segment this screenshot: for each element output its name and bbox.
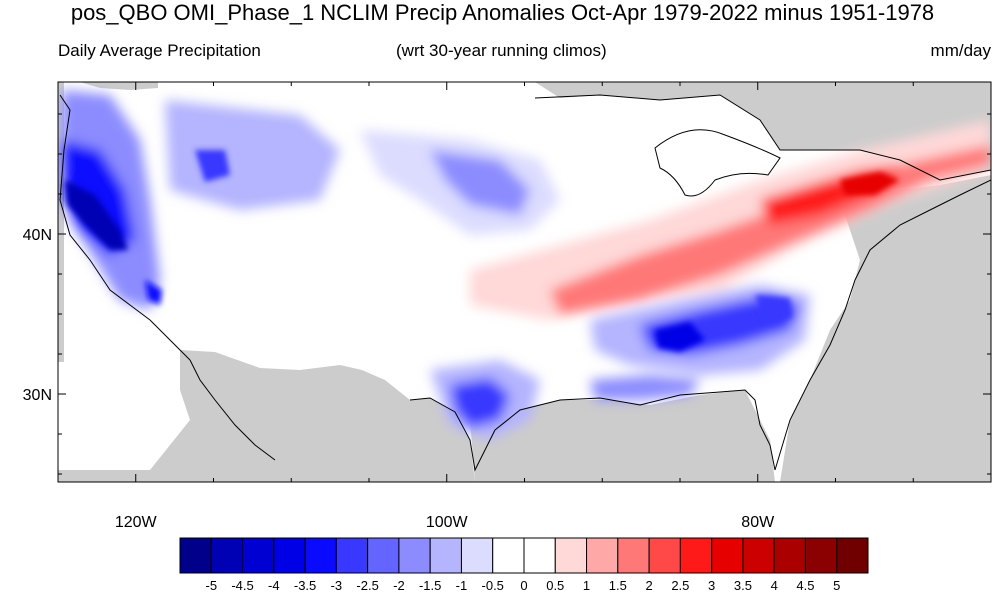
colorbar-label: -0.5 [482,578,504,593]
mexico-missing [58,350,475,482]
colorbar-box [273,537,306,574]
colorbar-box [554,537,588,574]
california-core-dry [65,180,128,250]
colorbar-box [460,537,494,574]
colorbar-box [335,537,369,574]
left-subtitle: Daily Average Precipitation [58,41,261,60]
map-panel [58,82,991,482]
colorbar-box [398,537,431,574]
axis-ticks [57,82,992,482]
northern-rockies-dry [165,100,340,210]
colorbar-label: 2 [645,578,652,593]
colorbar-box [711,537,744,574]
colorbar-box [367,537,400,574]
gulf-coastline [409,389,776,472]
carolina-core-dry [755,295,792,322]
pacific-coastline [59,94,191,361]
idaho-core-dry [195,150,230,182]
colorbar-label: 0 [520,578,527,593]
colorbar-label: 0.5 [546,578,564,593]
colorbar-box [679,537,713,574]
colorbar-label: 4.5 [796,578,814,593]
colorbar-box [617,537,650,574]
sierra-core-dry [145,280,162,305]
canada-west-missing [60,82,158,90]
atlantic-missing [780,175,991,482]
lon-label: 120W [115,514,158,531]
plot-title: pos_QBO OMI_Phase_1 NCLIM Precip Anomali… [70,0,935,25]
colorbar-box [836,537,869,574]
baja-coastline [189,359,276,461]
gulf-coast-dry [590,375,700,400]
canada-border-east [534,94,991,181]
colorbar-label: 3 [708,578,715,593]
colorbar-label: -4 [268,578,280,593]
colorbar-label: -1.5 [419,578,441,593]
colorbar-label: 1.5 [609,578,627,593]
colorbar-label: -4.5 [231,578,253,593]
northern-plains-dry [430,150,530,215]
coastlines [59,94,991,472]
colorbar-box [179,537,212,574]
pacific-strip-missing [58,82,64,362]
colorbar-label: -1 [456,578,468,593]
colorbar-label: 5 [833,578,840,593]
colorbar-box [773,537,806,574]
missing-data-areas [58,82,991,482]
new-york-core-wet [840,172,900,195]
colorbar-label: 4 [771,578,778,593]
colorbar-box [429,537,462,574]
colorbar-box [210,537,244,574]
lat-label: 40N [23,227,52,244]
colorbar-label: -3.5 [294,578,316,593]
colorbar-box [648,537,681,574]
texas-dry [450,378,510,428]
colorbar-label: -2.5 [356,578,378,593]
colorbar-box [742,537,775,574]
colorbar-label: 2.5 [671,578,689,593]
colorbar-box [242,537,275,574]
atlantic-coastline [774,179,991,471]
center-subtitle: (wrt 30-year running climos) [396,41,607,60]
colorbar-box [804,537,838,574]
gulf-missing [470,390,775,482]
colorbar-label: -5 [205,578,217,593]
units-label: mm/day [930,41,991,60]
canada-northeast-missing [535,82,991,180]
alabama-core-dry [655,322,705,352]
colorbar-label: -3 [331,578,343,593]
colorbar-box [586,537,619,574]
lon-label: 80W [741,514,775,531]
lon-label: 100W [426,514,469,531]
colorbar-box [523,537,556,574]
colorbar-label: 1 [583,578,590,593]
colorbar-box [492,537,525,574]
lat-label: 30N [23,387,52,404]
latitude-labels: 40N 30N [23,227,52,404]
colorbar-label: -2 [393,578,405,593]
great-lakes-outline [654,129,781,197]
anomaly-cores [65,150,900,352]
colorbar: -5 -4.5 -4 -3.5 -3 -2.5 -2 -1.5 -1 -0.5 0 0.5 1 1.5 2 2… [179,537,869,593]
colorbar-label: 3.5 [734,578,752,593]
longitude-labels: 120W 100W 80W [115,514,775,531]
colorbar-box [304,537,337,574]
